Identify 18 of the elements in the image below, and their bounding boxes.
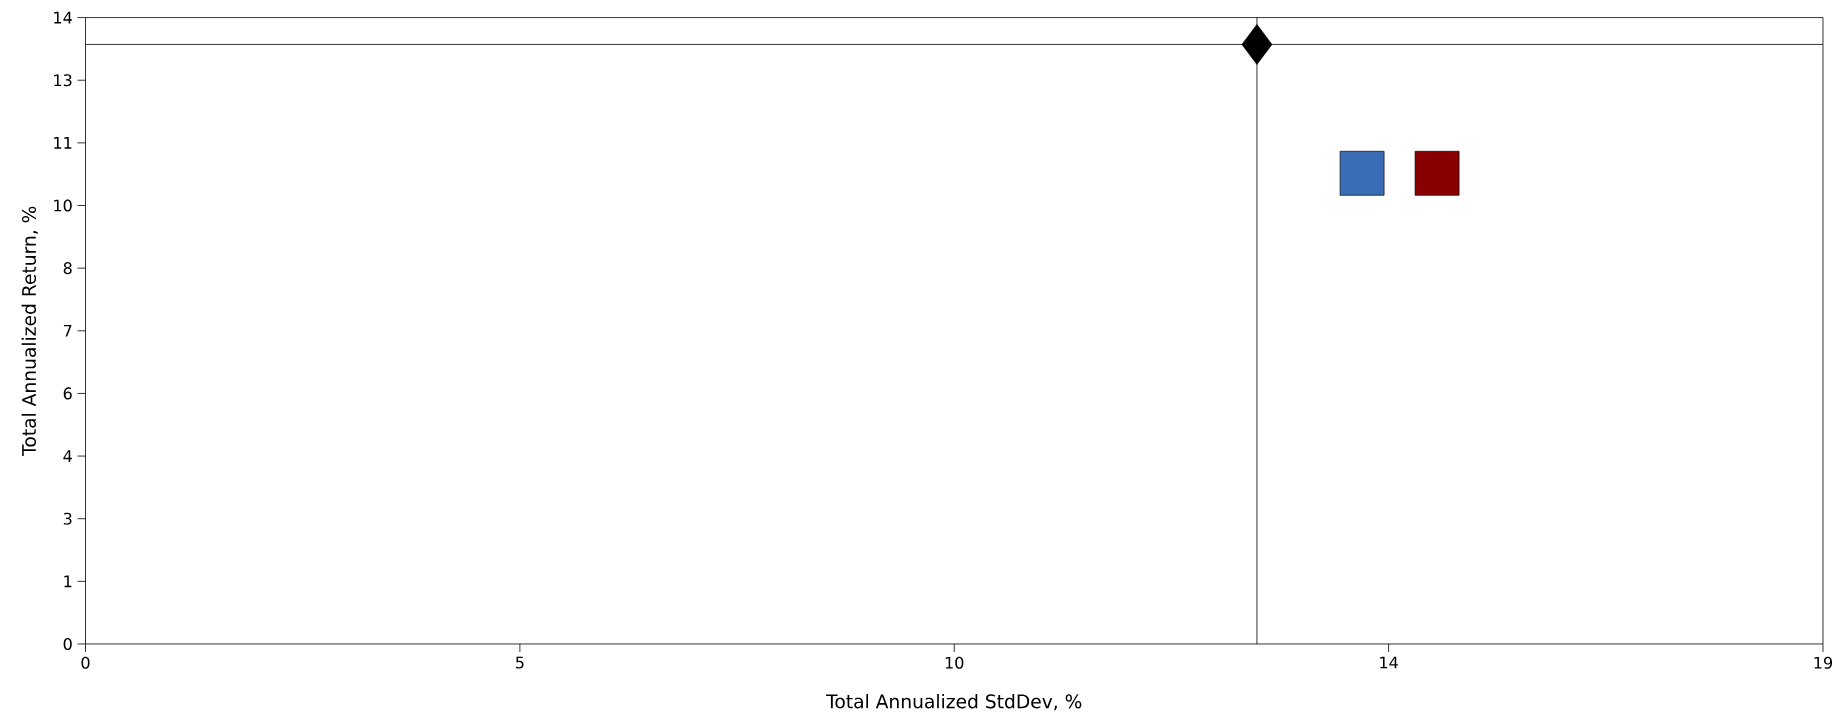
y-axis-title: Total Annualized Return, % xyxy=(21,206,38,456)
y-tick-label: 8 xyxy=(63,262,72,275)
y-tick-label: 13 xyxy=(54,74,72,87)
y-tick-label: 10 xyxy=(54,199,72,212)
x-tick-label: 5 xyxy=(516,656,524,669)
y-tick-label: 0 xyxy=(63,637,72,651)
y-tick-label: 4 xyxy=(63,450,72,462)
y-tick-label: 1 xyxy=(64,575,72,588)
x-tick-label: 0 xyxy=(81,656,90,669)
x-axis-title: Total Annualized StdDev, % xyxy=(826,693,1082,711)
y-tick-label: 3 xyxy=(63,512,72,525)
x-tick-label: 19 xyxy=(1814,656,1833,669)
y-tick-label: 6 xyxy=(63,387,72,400)
y-tick-label: 14 xyxy=(54,11,72,24)
y-tick-label: 7 xyxy=(63,324,72,337)
x-tick-label: 10 xyxy=(945,656,964,669)
x-tick-label: 14 xyxy=(1380,656,1398,669)
y-tick-label: 11 xyxy=(54,137,72,149)
